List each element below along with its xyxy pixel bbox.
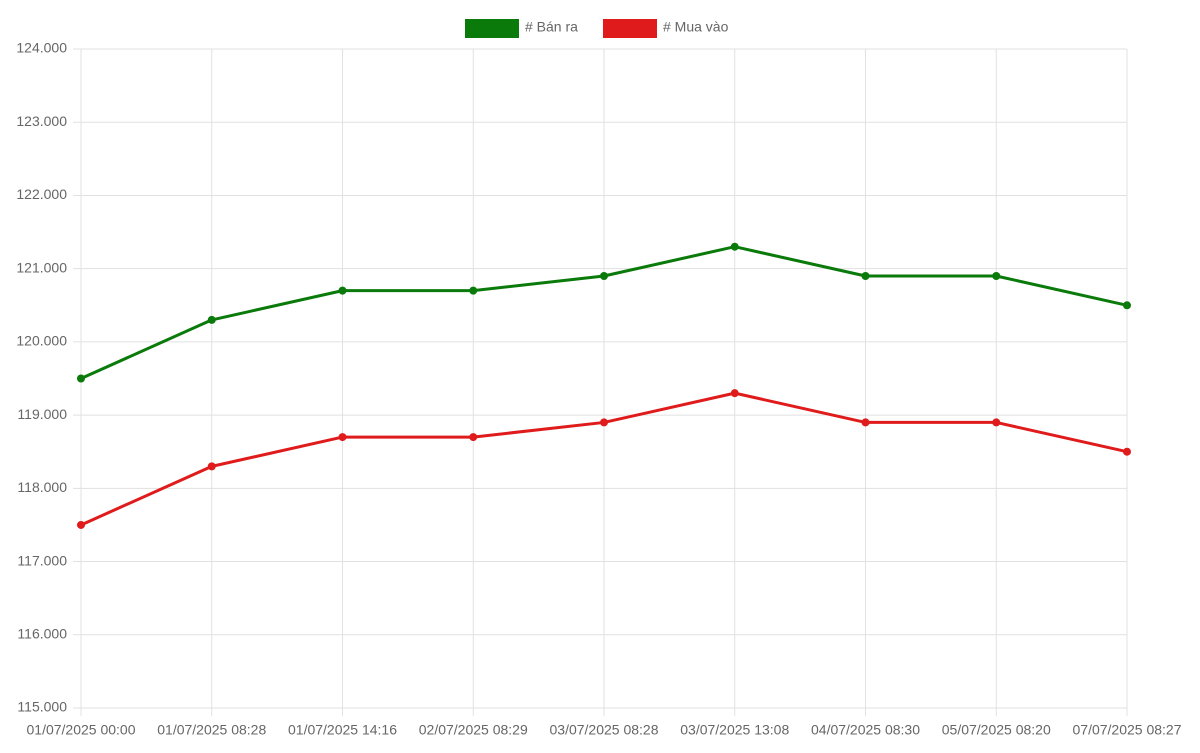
data-point bbox=[600, 418, 608, 427]
legend: # Bán ra # Mua vào bbox=[465, 19, 729, 38]
data-point bbox=[992, 271, 1001, 280]
legend-label: # Mua vào bbox=[663, 19, 729, 35]
data-point bbox=[469, 286, 478, 295]
y-tick-label: 123.000 bbox=[16, 113, 67, 129]
x-tick-label: 03/07/2025 08:28 bbox=[550, 722, 659, 738]
x-tick-label: 02/07/2025 08:29 bbox=[419, 722, 528, 738]
data-point bbox=[1123, 301, 1131, 310]
data-point bbox=[861, 271, 870, 280]
data-point bbox=[338, 286, 347, 295]
data-point bbox=[730, 242, 739, 251]
legend-label: # Bán ra bbox=[525, 19, 578, 35]
y-tick-label: 119.000 bbox=[17, 406, 67, 422]
data-point bbox=[77, 520, 85, 529]
y-tick-label: 122.000 bbox=[16, 186, 67, 202]
data-point bbox=[1123, 447, 1131, 456]
legend-swatch bbox=[603, 19, 657, 38]
x-tick-label: 04/07/2025 08:30 bbox=[811, 722, 920, 738]
x-tick-label: 05/07/2025 08:20 bbox=[942, 722, 1051, 738]
x-tick-label: 01/07/2025 00:00 bbox=[27, 722, 136, 738]
data-point bbox=[207, 315, 216, 324]
x-tick-label: 01/07/2025 14:16 bbox=[288, 722, 397, 738]
data-point bbox=[338, 433, 347, 442]
y-tick-label: 117.000 bbox=[17, 552, 67, 568]
y-tick-label: 120.000 bbox=[16, 333, 67, 349]
data-point bbox=[77, 374, 85, 383]
data-point bbox=[469, 433, 478, 442]
data-point bbox=[730, 389, 739, 398]
x-tick-label: 07/07/2025 08:27 bbox=[1073, 722, 1182, 738]
y-tick-label: 118.000 bbox=[17, 479, 67, 495]
data-point bbox=[207, 462, 216, 471]
x-tick-label: 01/07/2025 08:28 bbox=[157, 722, 266, 738]
data-point bbox=[992, 418, 1001, 427]
x-tick-label: 03/07/2025 13:08 bbox=[680, 722, 789, 738]
data-point bbox=[600, 271, 608, 280]
y-tick-label: 124.000 bbox=[16, 40, 67, 56]
y-tick-label: 115.000 bbox=[17, 699, 67, 715]
legend-swatch bbox=[465, 19, 519, 38]
y-tick-label: 116.000 bbox=[17, 625, 67, 641]
data-point bbox=[861, 418, 870, 427]
y-tick-label: 121.000 bbox=[16, 259, 67, 275]
